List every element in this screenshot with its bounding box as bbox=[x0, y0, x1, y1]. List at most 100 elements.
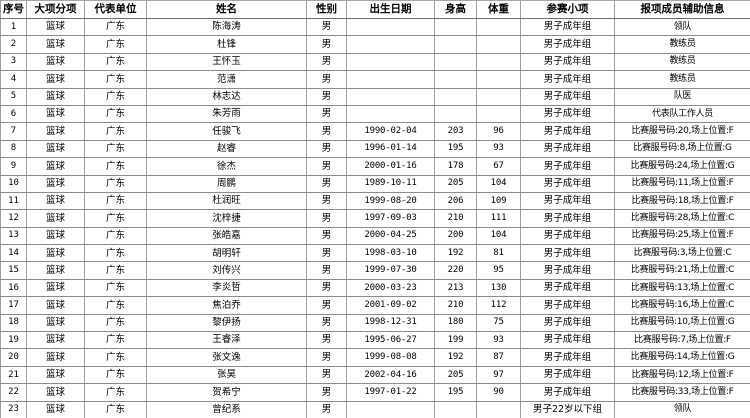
cell-height: 192 bbox=[435, 349, 477, 366]
cell-seq: 9 bbox=[1, 158, 27, 175]
cell-event: 篮球 bbox=[27, 140, 85, 157]
cell-birth: 1998-12-31 bbox=[347, 314, 435, 331]
cell-event: 篮球 bbox=[27, 36, 85, 53]
cell-unit: 广东 bbox=[85, 71, 147, 88]
cell-seq: 19 bbox=[1, 332, 27, 349]
cell-gender: 男 bbox=[307, 140, 347, 157]
cell-height bbox=[435, 88, 477, 105]
column-header-sub: 参赛小项 bbox=[521, 1, 615, 19]
cell-aux: 比赛服号码:13,场上位置:C bbox=[615, 279, 750, 296]
cell-birth: 2000-03-23 bbox=[347, 279, 435, 296]
cell-weight: 67 bbox=[477, 158, 521, 175]
cell-event: 篮球 bbox=[27, 401, 85, 418]
cell-seq: 22 bbox=[1, 384, 27, 401]
cell-weight: 93 bbox=[477, 332, 521, 349]
cell-unit: 广东 bbox=[85, 366, 147, 383]
column-header-birth: 出生日期 bbox=[347, 1, 435, 19]
cell-weight bbox=[477, 36, 521, 53]
cell-birth: 1996-01-14 bbox=[347, 140, 435, 157]
cell-gender: 男 bbox=[307, 158, 347, 175]
cell-gender: 男 bbox=[307, 262, 347, 279]
cell-birth: 1990-02-04 bbox=[347, 123, 435, 140]
cell-unit: 广东 bbox=[85, 123, 147, 140]
cell-gender: 男 bbox=[307, 314, 347, 331]
cell-sub: 男子成年组 bbox=[521, 53, 615, 70]
cell-weight: 93 bbox=[477, 140, 521, 157]
cell-birth bbox=[347, 53, 435, 70]
cell-gender: 男 bbox=[307, 332, 347, 349]
cell-weight: 104 bbox=[477, 227, 521, 244]
column-header-event: 大项分项 bbox=[27, 1, 85, 19]
column-header-seq: 序号 bbox=[1, 1, 27, 19]
cell-aux: 比赛服号码:28,场上位置:C bbox=[615, 210, 750, 227]
cell-sub: 男子成年组 bbox=[521, 88, 615, 105]
cell-event: 篮球 bbox=[27, 88, 85, 105]
column-header-unit: 代表单位 bbox=[85, 1, 147, 19]
cell-aux: 比赛服号码:7,场上位置:F bbox=[615, 332, 750, 349]
cell-unit: 广东 bbox=[85, 140, 147, 157]
cell-weight: 97 bbox=[477, 366, 521, 383]
cell-birth bbox=[347, 19, 435, 36]
cell-sub: 男子成年组 bbox=[521, 297, 615, 314]
cell-unit: 广东 bbox=[85, 349, 147, 366]
cell-name: 杜润旺 bbox=[147, 192, 307, 209]
cell-name: 贺希宁 bbox=[147, 384, 307, 401]
cell-birth bbox=[347, 88, 435, 105]
cell-unit: 广东 bbox=[85, 210, 147, 227]
cell-gender: 男 bbox=[307, 19, 347, 36]
cell-seq: 23 bbox=[1, 401, 27, 418]
cell-birth: 1999-08-08 bbox=[347, 349, 435, 366]
cell-seq: 1 bbox=[1, 19, 27, 36]
cell-weight: 90 bbox=[477, 384, 521, 401]
cell-gender: 男 bbox=[307, 349, 347, 366]
cell-event: 篮球 bbox=[27, 297, 85, 314]
cell-seq: 3 bbox=[1, 53, 27, 70]
column-header-gender: 性别 bbox=[307, 1, 347, 19]
cell-aux: 比赛服号码:11,场上位置:F bbox=[615, 175, 750, 192]
table-header: 序号大项分项代表单位姓名性别出生日期身高体重参赛小项报项成员辅助信息 bbox=[1, 1, 750, 19]
cell-event: 篮球 bbox=[27, 366, 85, 383]
cell-unit: 广东 bbox=[85, 88, 147, 105]
cell-aux: 比赛服号码:21,场上位置:C bbox=[615, 262, 750, 279]
cell-seq: 8 bbox=[1, 140, 27, 157]
cell-event: 篮球 bbox=[27, 192, 85, 209]
cell-seq: 5 bbox=[1, 88, 27, 105]
cell-unit: 广东 bbox=[85, 245, 147, 262]
cell-seq: 21 bbox=[1, 366, 27, 383]
cell-weight: 81 bbox=[477, 245, 521, 262]
cell-event: 篮球 bbox=[27, 71, 85, 88]
cell-name: 周鹏 bbox=[147, 175, 307, 192]
cell-birth: 2000-01-16 bbox=[347, 158, 435, 175]
cell-aux: 代表队工作人员 bbox=[615, 105, 750, 122]
cell-sub: 男子成年组 bbox=[521, 158, 615, 175]
cell-weight bbox=[477, 105, 521, 122]
column-header-name: 姓名 bbox=[147, 1, 307, 19]
cell-name: 林志达 bbox=[147, 88, 307, 105]
cell-birth: 1999-08-20 bbox=[347, 192, 435, 209]
cell-aux: 比赛服号码:20,场上位置:F bbox=[615, 123, 750, 140]
cell-height: 205 bbox=[435, 175, 477, 192]
cell-event: 篮球 bbox=[27, 53, 85, 70]
cell-unit: 广东 bbox=[85, 314, 147, 331]
cell-event: 篮球 bbox=[27, 227, 85, 244]
cell-event: 篮球 bbox=[27, 332, 85, 349]
cell-aux: 比赛服号码:10,场上位置:G bbox=[615, 314, 750, 331]
cell-sub: 男子成年组 bbox=[521, 175, 615, 192]
cell-gender: 男 bbox=[307, 88, 347, 105]
cell-name: 王睿泽 bbox=[147, 332, 307, 349]
cell-name: 李炎哲 bbox=[147, 279, 307, 296]
cell-aux: 队医 bbox=[615, 88, 750, 105]
cell-aux: 比赛服号码:8,场上位置:G bbox=[615, 140, 750, 157]
cell-name: 焦泊乔 bbox=[147, 297, 307, 314]
cell-name: 陈海涛 bbox=[147, 19, 307, 36]
cell-aux: 领队 bbox=[615, 401, 750, 418]
